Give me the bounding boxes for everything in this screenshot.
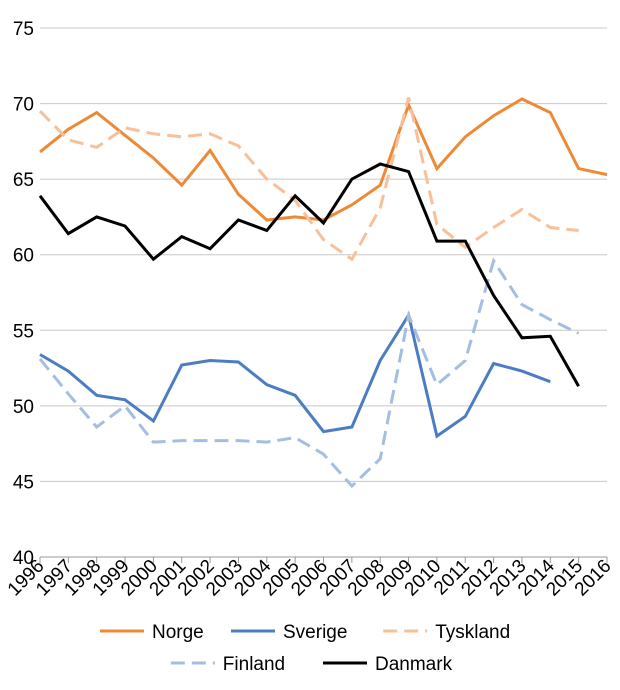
series-line-finland — [38, 257, 580, 489]
legend-label-norge: Norge — [152, 622, 204, 643]
y-tick-label: 45 — [13, 472, 34, 493]
legend-label-finland: Finland — [223, 654, 285, 675]
y-tick-label: 75 — [13, 19, 34, 40]
y-tick-label: 60 — [13, 246, 34, 267]
series-lines — [38, 97, 608, 489]
y-tick-label: 65 — [13, 170, 34, 191]
y-tick-label: 55 — [13, 321, 34, 342]
series-line-tyskland — [38, 97, 579, 262]
series-line-danmark — [38, 162, 580, 387]
legend-label-sverige: Sverige — [283, 622, 347, 643]
series-line-sverige — [39, 311, 551, 439]
legend: Norge Sverige Tyskland Finland Danmark — [100, 622, 510, 675]
y-tick-label: 50 — [13, 397, 34, 418]
y-tick-label: 40 — [13, 548, 34, 569]
series-line-norge — [39, 97, 608, 222]
legend-label-tyskland: Tyskland — [435, 622, 510, 643]
y-tick-label: 70 — [13, 95, 34, 116]
axes: 4045505560657075199619971998199920002001… — [4, 19, 616, 600]
gridlines — [40, 27, 607, 482]
legend-label-danmark: Danmark — [375, 654, 453, 675]
